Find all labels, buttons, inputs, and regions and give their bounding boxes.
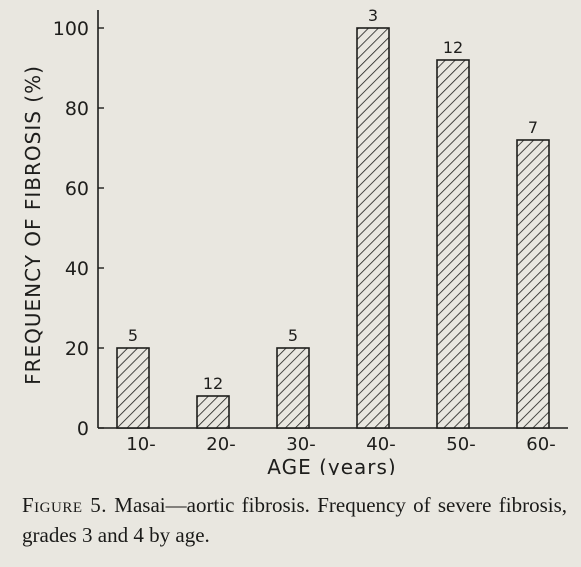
bar-50- [436,59,470,429]
x-tick-label-5: 60- [526,434,555,455]
x-tick-label-4: 50- [446,434,475,455]
y-tick-label-3: 60 [65,178,89,200]
bar-count-label-2: 5 [288,326,298,345]
bar-20- [196,395,230,429]
x-tick-label-0: 10- [126,434,155,455]
y-tick-label-0: 0 [77,418,89,440]
bar-count-label-4: 12 [443,38,463,57]
bar-chart: 0 20 40 60 80 100 5 10- 12 20- 5 30- 3 40- 12 50- 7 60- F… [21,6,568,475]
bar-count-label-1: 12 [203,374,223,393]
caption-text: Masai—aortic fibrosis. Frequency of seve… [22,493,567,547]
bar-30- [276,347,310,429]
x-axis-label: AGE (years) [267,455,396,475]
bar-10- [116,347,150,429]
y-tick-label-1: 20 [65,338,89,360]
bar-count-label-5: 7 [528,118,538,137]
figure-caption: Figure 5. Masai—aortic fibrosis. Frequen… [22,490,567,550]
x-tick-label-2: 30- [286,434,315,455]
plot-area: 0 20 40 60 80 100 5 10- 12 20- 5 30- 3 40- 12 50- 7 60- [53,6,568,455]
y-tick-label-5: 100 [53,18,89,40]
x-tick-label-1: 20- [206,434,235,455]
bar-60- [516,139,550,429]
figure-number: Figure 5. [22,493,108,517]
x-tick-label-3: 40- [366,434,395,455]
y-tick-label-2: 40 [65,258,89,280]
y-tick-label-4: 80 [65,98,89,120]
bar-40- [356,27,390,429]
bar-count-label-3: 3 [368,6,378,25]
bar-count-label-0: 5 [128,326,138,345]
y-axis-label: FREQUENCY OF FIBROSIS (%) [21,65,45,385]
